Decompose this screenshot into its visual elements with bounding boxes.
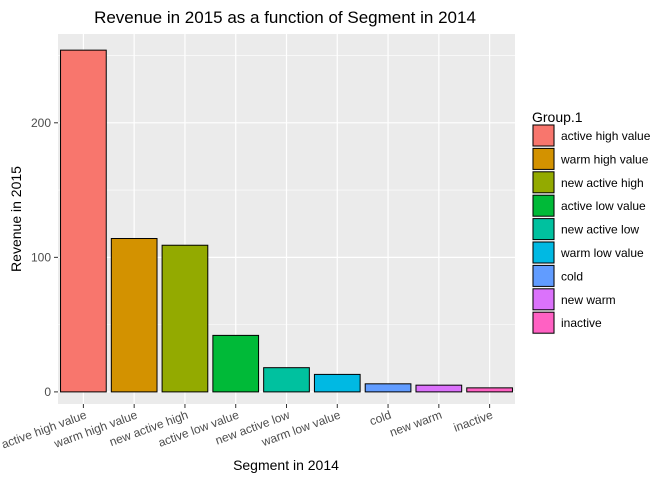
legend-swatch [532, 218, 555, 241]
y-tick-label: 0 [44, 385, 51, 399]
legend-swatch [532, 171, 555, 194]
bar-active-low-value [212, 334, 260, 393]
legend-label: warm low value [560, 246, 644, 260]
x-tick-label: inactive [452, 408, 495, 435]
legend-title: Group.1 [532, 109, 583, 125]
legend-label: active low value [561, 199, 646, 213]
y-axis: 0 100 200 [31, 116, 58, 399]
bar-new-active-high [161, 244, 209, 393]
bar-warm-low-value [313, 373, 361, 393]
bar-active-high-value [60, 49, 107, 393]
legend-label: cold [561, 269, 583, 283]
legend-swatch [532, 264, 555, 287]
x-tick-label: new warm [388, 408, 444, 440]
legend-swatch [532, 147, 555, 170]
legend-label: new active low [561, 223, 639, 237]
x-axis-label: Segment in 2014 [233, 457, 339, 473]
legend-swatch [532, 311, 555, 334]
legend-label: inactive [561, 316, 602, 330]
legend-swatch [532, 288, 555, 311]
bar-cold [364, 383, 412, 393]
legend-label: warm high value [560, 152, 649, 166]
legend-swatch [532, 241, 555, 264]
bars [60, 49, 513, 393]
y-axis-label: Revenue in 2015 [8, 166, 24, 272]
bar-warm-high-value [110, 238, 158, 393]
legend-swatch [532, 194, 555, 217]
legend-swatch [532, 124, 555, 147]
bar-inactive [466, 387, 513, 393]
bar-new-warm [415, 384, 463, 393]
legend: Group.1 active high value warm high value… [532, 109, 651, 335]
legend-label: new warm [561, 293, 616, 307]
legend-label: active high value [561, 129, 651, 143]
legend-label: new active high [561, 176, 644, 190]
bar-new-active-low [263, 367, 310, 393]
y-tick-label: 200 [31, 116, 51, 130]
chart-title: Revenue in 2015 as a function of Segment… [94, 8, 476, 27]
y-tick-label: 100 [31, 250, 51, 264]
